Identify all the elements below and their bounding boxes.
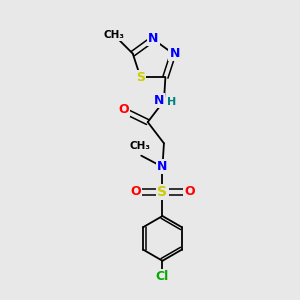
Text: CH₃: CH₃ bbox=[104, 30, 125, 40]
Text: S: S bbox=[136, 71, 145, 84]
Text: Cl: Cl bbox=[156, 271, 169, 284]
Text: O: O bbox=[119, 103, 130, 116]
Text: O: O bbox=[130, 185, 141, 198]
Text: H: H bbox=[167, 98, 177, 107]
Text: CH₃: CH₃ bbox=[129, 141, 150, 151]
Text: N: N bbox=[157, 160, 168, 173]
Text: O: O bbox=[184, 185, 195, 198]
Text: N: N bbox=[148, 32, 159, 45]
Text: N: N bbox=[153, 94, 164, 107]
Text: N: N bbox=[169, 47, 180, 60]
Text: S: S bbox=[158, 185, 167, 199]
